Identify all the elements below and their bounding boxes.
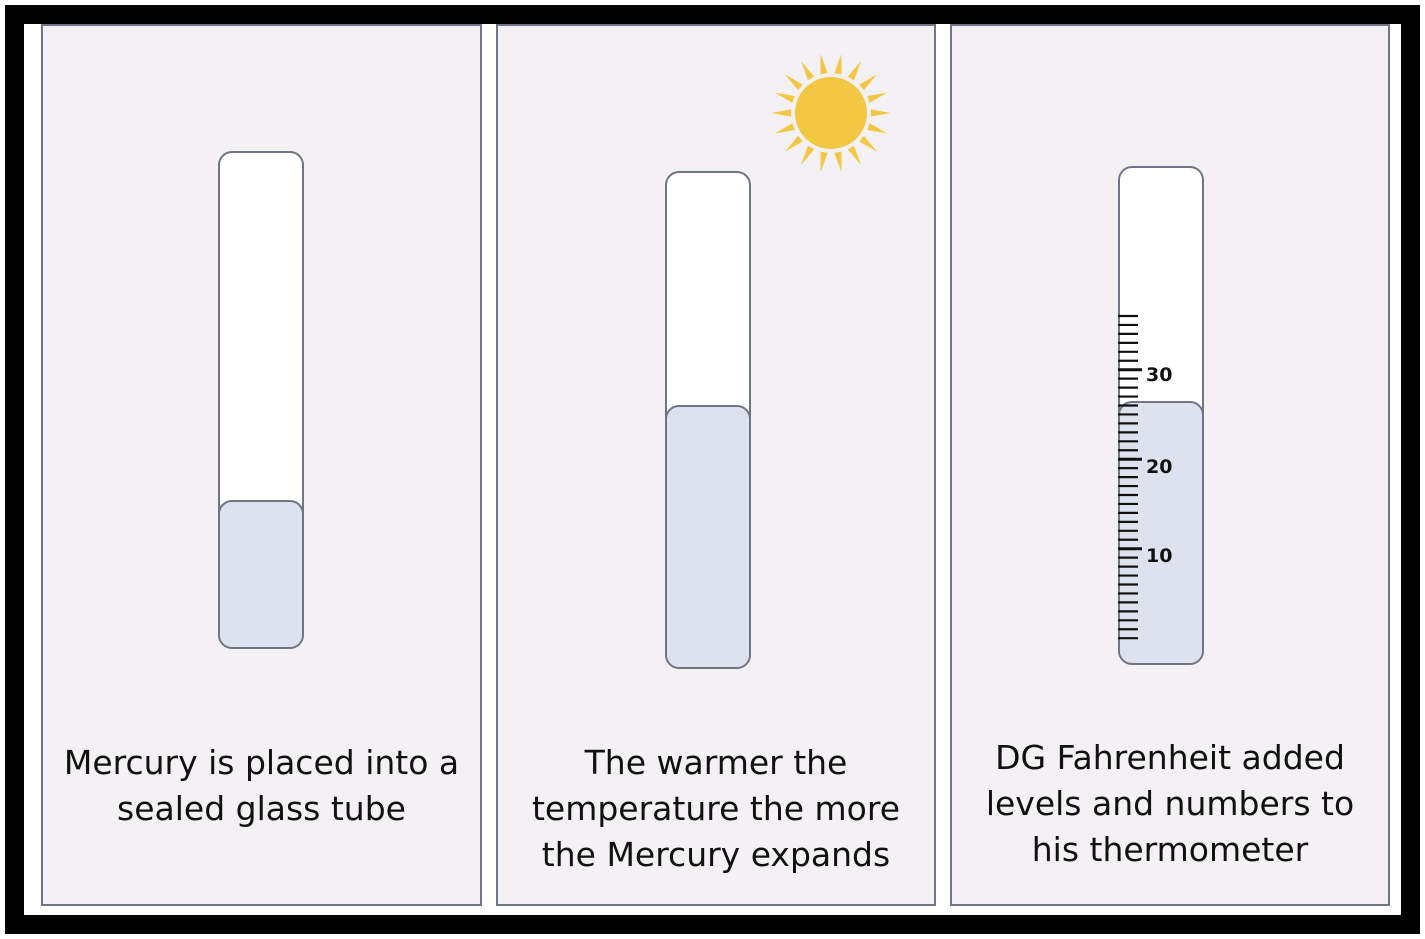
sun-ray xyxy=(774,92,795,103)
mercury-column-expanded xyxy=(667,405,749,667)
sun-ray xyxy=(867,92,888,103)
mercury-column xyxy=(220,500,302,647)
glass-tube-warm xyxy=(665,171,751,669)
sun-ray xyxy=(870,109,891,117)
sun-ray xyxy=(847,145,861,165)
sun-ray xyxy=(771,109,792,117)
sun-ray xyxy=(801,145,815,165)
caption-sealed-tube: Mercury is placed into a sealed glass tu… xyxy=(63,743,460,828)
sun-ray xyxy=(785,74,803,91)
sun-disc xyxy=(795,77,867,149)
sun-ray xyxy=(785,135,803,152)
sun-ray xyxy=(859,135,877,152)
sun-ray xyxy=(820,151,828,173)
sun-ray xyxy=(859,74,877,91)
sun-ray xyxy=(820,53,828,75)
sun-icon xyxy=(771,53,891,173)
sun-ray xyxy=(774,123,795,134)
caption-fahrenheit-scale: DG Fahrenheit added levels and numbers t… xyxy=(985,738,1355,869)
caption-expanding: The warmer the temperature the more the … xyxy=(531,743,901,874)
mercury-column-scaled xyxy=(1120,401,1202,663)
sun-ray xyxy=(834,151,842,173)
scale-label-20: 20 xyxy=(1146,456,1173,478)
scale-label-10: 10 xyxy=(1146,545,1173,567)
scale-label-30: 30 xyxy=(1146,364,1173,386)
sun-ray xyxy=(834,53,842,75)
sun-ray xyxy=(867,123,888,134)
temperature-scale xyxy=(1118,314,1142,640)
glass-tube xyxy=(218,151,304,649)
sun-ray xyxy=(847,61,861,81)
sun-ray xyxy=(801,61,815,81)
